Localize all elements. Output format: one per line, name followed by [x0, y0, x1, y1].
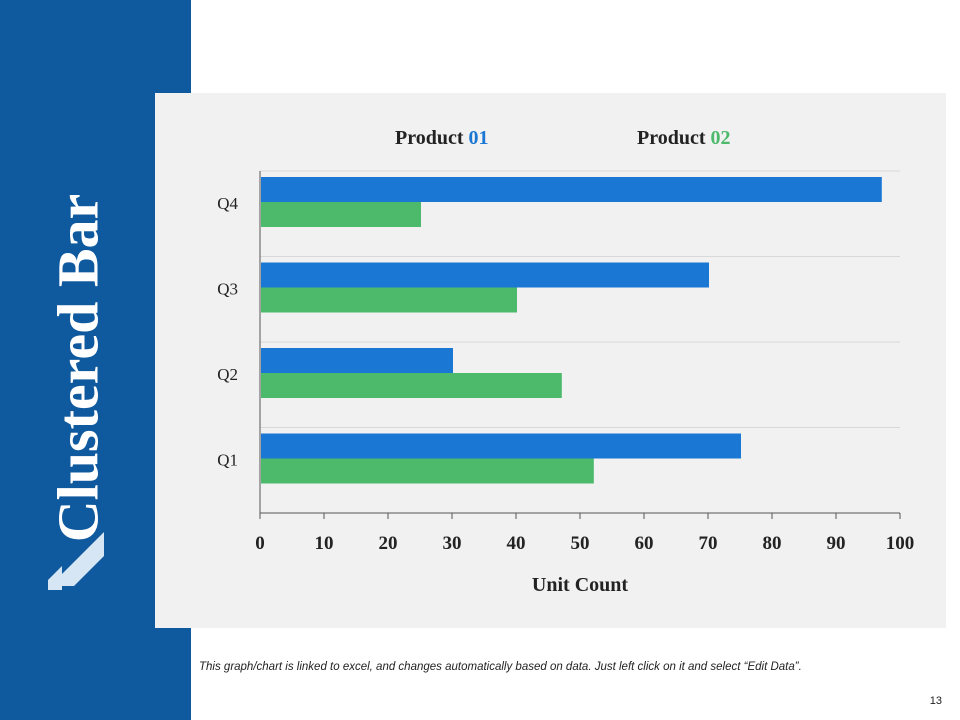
bar-02-q3	[261, 287, 517, 313]
x-tick-label: 0	[255, 533, 265, 554]
x-tick-label: 50	[571, 533, 590, 554]
legend-entry-product-02: Product 02	[637, 127, 731, 149]
bar-02-q4	[261, 202, 421, 227]
bar-01-q4	[261, 177, 882, 202]
category-label: Q1	[217, 451, 238, 470]
x-tick-label: 100	[886, 533, 915, 554]
stripe-logo-icon	[48, 532, 104, 590]
bar-01-q2	[261, 348, 453, 373]
legend-label-number: 02	[711, 127, 731, 149]
x-tick-label: 90	[827, 533, 846, 554]
bar-02-q1	[261, 458, 594, 484]
chart-panel: Q4 Q3 Q2 Q1 0 10 20 30 40 50 60 70 80 90 100 Unit Count…	[155, 93, 946, 628]
legend-label-prefix: Product	[637, 127, 711, 149]
footnote: This graph/chart is linked to excel, and…	[199, 661, 802, 673]
x-tick-label: 40	[507, 533, 526, 554]
page-number: 13	[929, 695, 942, 707]
bar-01-q3	[261, 262, 709, 288]
legend-label-number: 01	[469, 127, 489, 149]
legend-label-prefix: Product	[395, 127, 469, 149]
x-tick-label: 10	[315, 533, 334, 554]
slide-title: Clustered Bar	[45, 193, 111, 543]
category-label: Q3	[217, 280, 238, 299]
legend-entry-product-01: Product 01	[395, 127, 489, 149]
category-label: Q4	[217, 194, 238, 213]
title-area: Clustered Bar	[0, 0, 191, 720]
x-tick-label: 30	[443, 533, 462, 554]
x-axis-title: Unit Count	[532, 574, 628, 596]
bar-01-q1	[261, 433, 741, 459]
bar-02-q2	[261, 373, 562, 398]
category-label: Q2	[217, 365, 238, 384]
x-tick-label: 70	[699, 533, 718, 554]
x-tick-label: 80	[763, 533, 782, 554]
x-tick-label: 60	[635, 533, 654, 554]
x-tick-label: 20	[379, 533, 398, 554]
